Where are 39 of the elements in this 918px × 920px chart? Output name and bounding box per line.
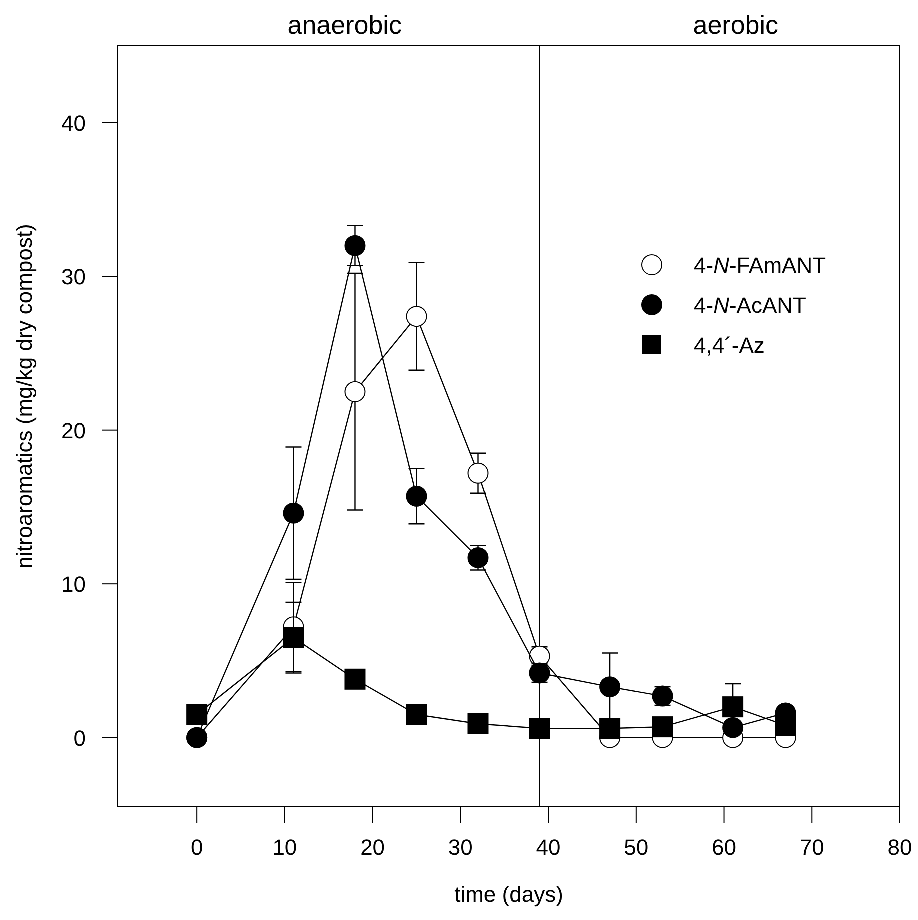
x-tick-label: 10 xyxy=(272,835,298,860)
legend-label: 4,4´-Az xyxy=(694,333,765,358)
point xyxy=(406,704,428,726)
x-tick-label: 30 xyxy=(448,835,473,860)
point xyxy=(344,235,366,256)
point xyxy=(468,713,489,734)
x-axis-title: time (days) xyxy=(454,882,564,907)
point xyxy=(406,306,428,328)
y-tick-label: 10 xyxy=(62,572,86,598)
legend-label: 4-N-FAmANT xyxy=(694,253,826,278)
y-tick-label: 40 xyxy=(62,110,86,136)
x-tick-label: 40 xyxy=(536,835,561,860)
x-tick-label: 80 xyxy=(888,835,912,860)
point xyxy=(283,627,304,648)
text: anaerobic xyxy=(288,10,402,40)
y-tick-label: 0 xyxy=(74,726,86,751)
y-tick-label: 30 xyxy=(62,264,86,290)
point xyxy=(406,486,428,507)
point xyxy=(775,715,796,736)
point xyxy=(344,381,366,402)
x-tick-label: 20 xyxy=(360,835,386,860)
point xyxy=(283,502,304,524)
y-axis-title: nitroaromatics (mg/kg dry compost) xyxy=(12,224,37,569)
point xyxy=(344,668,366,690)
y-tick-label: 20 xyxy=(62,418,86,444)
point xyxy=(600,676,621,698)
x-tick-label: 0 xyxy=(190,835,204,860)
x-tick-label: 60 xyxy=(712,835,737,860)
point xyxy=(186,704,208,726)
x-tick-label: 70 xyxy=(800,835,824,860)
x-tick-label: 50 xyxy=(624,835,649,860)
point xyxy=(600,718,621,740)
text: aerobic xyxy=(693,10,779,40)
legend-label: 4-N-AcANT xyxy=(694,293,806,318)
point xyxy=(468,462,489,484)
point xyxy=(529,718,550,740)
point xyxy=(722,696,744,718)
point xyxy=(722,717,744,738)
point xyxy=(652,716,674,738)
